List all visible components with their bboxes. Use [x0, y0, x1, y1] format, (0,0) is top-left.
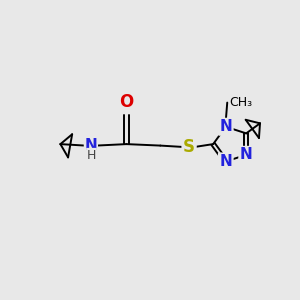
Text: N: N [240, 147, 253, 162]
Text: N: N [219, 154, 232, 169]
Text: H: H [87, 148, 96, 161]
Text: N: N [219, 119, 232, 134]
Text: CH₃: CH₃ [230, 95, 253, 109]
Text: O: O [119, 93, 134, 111]
Text: N: N [85, 138, 97, 153]
Text: S: S [183, 138, 195, 156]
